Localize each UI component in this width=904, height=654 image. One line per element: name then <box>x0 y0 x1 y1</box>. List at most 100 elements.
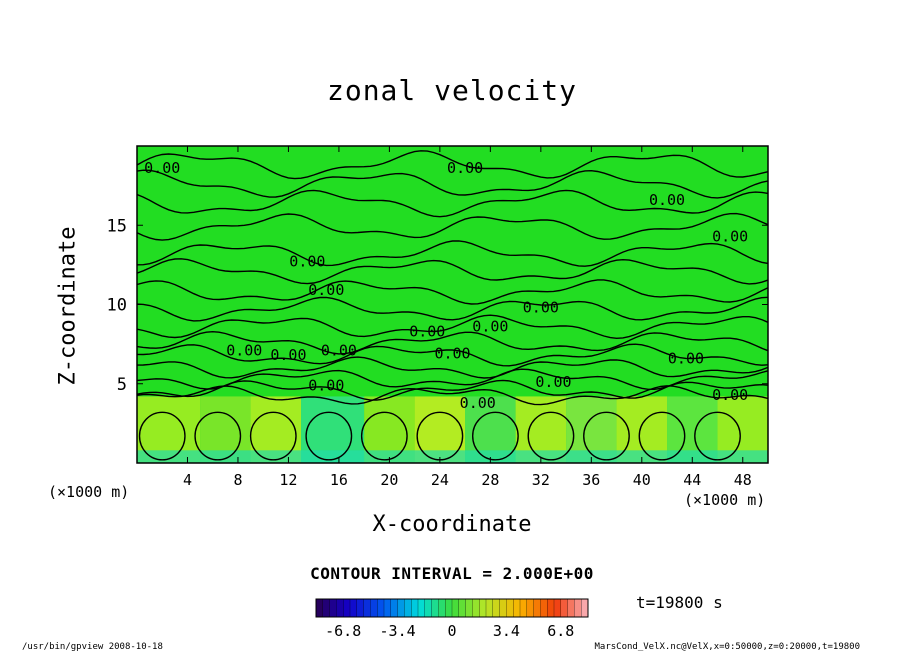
colorbar-cell <box>370 598 378 618</box>
contour-label: 0.00 <box>226 341 262 359</box>
colorbar-cell <box>349 598 358 618</box>
x-tick-label: 28 <box>481 471 499 489</box>
colorbar-frame <box>315 598 589 618</box>
chart-title: zonal velocity <box>326 74 577 107</box>
x-unit-label-right: (×1000 m) <box>684 491 766 509</box>
y-tick-label: 15 <box>107 216 127 236</box>
colorbar-tick-label: 0 <box>447 622 456 640</box>
colorbar <box>315 598 589 618</box>
contour-line <box>136 343 769 367</box>
colorbar-cell <box>431 598 439 618</box>
contour-cell <box>638 411 686 461</box>
contour-label: 0.00 <box>308 376 344 394</box>
footer-left: /usr/bin/gpview 2008-10-18 <box>22 642 163 652</box>
x-tick-label: 16 <box>330 471 348 489</box>
colorbar-cell <box>336 598 344 618</box>
contour-label: 0.00 <box>434 345 470 363</box>
colorbar-ticks: -6.8 -3.4 0 3.4 6.8 <box>325 622 574 640</box>
y-axis-ticks: 5 10 15 <box>107 216 768 395</box>
colorbar-cell <box>553 598 562 618</box>
colorbar-cell <box>363 598 371 618</box>
colorbar-cell <box>411 598 419 618</box>
x-tick-label: 4 <box>183 471 192 489</box>
contour-label: 0.00 <box>460 394 496 412</box>
colorbar-cell <box>513 598 521 618</box>
contour-label: 0.00 <box>289 253 325 271</box>
contour-interval-label: CONTOUR INTERVAL = 2.000E+00 <box>310 564 594 583</box>
colorbar-cell <box>438 598 446 618</box>
colorbar-cell <box>581 598 589 618</box>
x-axis-label: X-coordinate <box>372 512 532 537</box>
contour-labels: 0.00 0.000.000.000.000.000.000.00 0.000.00… <box>144 159 748 412</box>
colorbar-cell <box>343 598 351 618</box>
colorbar-tick-label: -3.4 <box>380 622 416 640</box>
contour-label: 0.00 <box>535 373 571 391</box>
x-tick-label: 36 <box>582 471 600 489</box>
contour-label: 0.00 <box>668 349 704 367</box>
contour-cell <box>138 411 186 461</box>
contour-cell <box>527 411 575 461</box>
contour-line <box>136 279 769 305</box>
contour-label: 0.00 <box>308 281 344 299</box>
contour-line <box>136 189 769 218</box>
x-tick-label: 12 <box>279 471 297 489</box>
x-tick-label: 20 <box>380 471 398 489</box>
colorbar-cell <box>533 598 541 618</box>
x-axis-ticks: 4 8 12 16 20 24 28 32 36 40 44 48 <box>183 146 752 489</box>
contour-label: 0.00 <box>472 318 508 336</box>
x-unit-label-left: (×1000 m) <box>48 483 130 501</box>
contour-line <box>136 150 769 180</box>
x-tick-label: 24 <box>431 471 449 489</box>
contour-label: 0.00 <box>447 159 483 177</box>
colorbar-cell <box>397 598 405 618</box>
contour-label: 0.00 <box>321 341 357 359</box>
contour-cell <box>194 411 242 461</box>
footer-right: MarsCond_VelX.nc@VelX,x=0:50000,z=0:2000… <box>594 642 860 652</box>
x-tick-label: 48 <box>734 471 752 489</box>
contour-label: 0.00 <box>649 191 685 209</box>
contour-line <box>136 258 769 285</box>
colorbar-cell <box>519 598 528 618</box>
contour-cell <box>583 411 630 461</box>
colorbar-cell <box>506 598 514 618</box>
contour-cell <box>249 411 297 461</box>
colorbar-cell <box>445 598 453 618</box>
y-axis-label: Z-coordinate <box>55 226 81 386</box>
colorbar-cell <box>479 598 487 618</box>
contour-lines <box>136 150 769 461</box>
contour-cell <box>360 411 408 461</box>
contour-label: 0.00 <box>409 322 445 340</box>
colorbar-cell <box>417 598 426 618</box>
colorbar-cell <box>458 598 467 618</box>
colorbar-cell <box>567 598 575 618</box>
contour-cell <box>471 411 519 461</box>
contour-line <box>136 240 769 267</box>
contour-line <box>136 385 769 406</box>
colorbar-cell <box>465 598 473 618</box>
colorbar-cell <box>377 598 385 618</box>
x-tick-label: 44 <box>683 471 701 489</box>
contour-line <box>136 314 769 340</box>
colorbar-tick-label: 3.4 <box>493 622 520 640</box>
contour-line <box>136 296 769 322</box>
contour-line <box>136 212 769 241</box>
time-label: t=19800 s <box>636 593 723 612</box>
contour-label: 0.00 <box>712 227 748 245</box>
colorbar-cell <box>547 598 555 618</box>
colorbar-cell <box>499 598 507 618</box>
y-tick-label: 5 <box>117 375 127 395</box>
colorbar-cell <box>472 598 480 618</box>
colorbar-cell <box>329 598 337 618</box>
contour-label: 0.00 <box>144 159 180 177</box>
colorbar-cell <box>322 598 331 618</box>
colorbar-cell <box>560 598 569 618</box>
contour-line <box>136 368 769 390</box>
contour-line <box>136 169 769 199</box>
contour-cell <box>694 411 741 461</box>
colorbar-cell <box>404 598 412 618</box>
colorbar-cell <box>424 598 433 618</box>
contour-cell <box>305 411 353 461</box>
colorbar-tick-label: 6.8 <box>547 622 574 640</box>
velocity-field <box>137 146 768 463</box>
